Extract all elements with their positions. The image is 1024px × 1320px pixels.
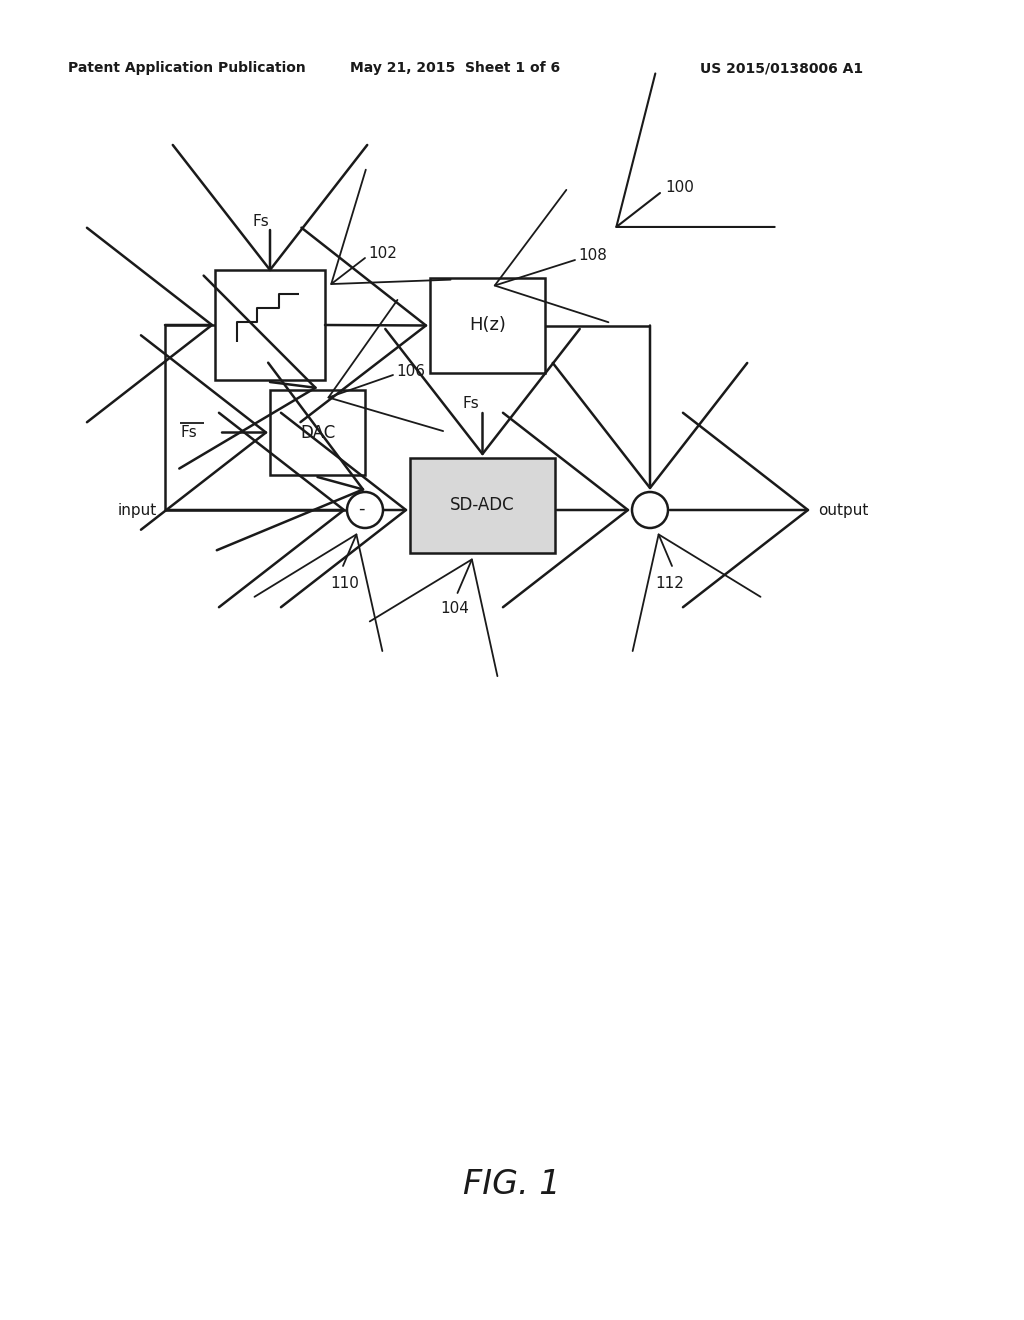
Text: output: output [818, 503, 868, 517]
Text: Fs: Fs [180, 425, 197, 440]
Text: 104: 104 [440, 601, 469, 616]
Text: FIG. 1: FIG. 1 [463, 1168, 561, 1201]
Text: 100: 100 [665, 181, 694, 195]
Text: 106: 106 [396, 364, 425, 380]
Text: May 21, 2015  Sheet 1 of 6: May 21, 2015 Sheet 1 of 6 [350, 61, 560, 75]
Circle shape [632, 492, 668, 528]
Text: 102: 102 [368, 247, 397, 261]
Text: Fs: Fs [252, 214, 268, 230]
Text: input: input [118, 503, 157, 517]
Circle shape [347, 492, 383, 528]
Text: 110: 110 [331, 576, 359, 591]
Text: -: - [357, 500, 365, 517]
Text: H(z): H(z) [469, 317, 506, 334]
Bar [430, 279, 545, 374]
Text: DAC: DAC [300, 424, 335, 441]
Text: SD-ADC: SD-ADC [451, 496, 515, 515]
Text: US 2015/0138006 A1: US 2015/0138006 A1 [700, 61, 863, 75]
Text: 112: 112 [655, 576, 684, 591]
Text: Patent Application Publication: Patent Application Publication [68, 61, 306, 75]
Text: 108: 108 [578, 248, 607, 264]
Bar [410, 458, 555, 553]
Text: Fs: Fs [462, 396, 479, 412]
Bar [215, 271, 325, 380]
Bar [270, 389, 365, 475]
